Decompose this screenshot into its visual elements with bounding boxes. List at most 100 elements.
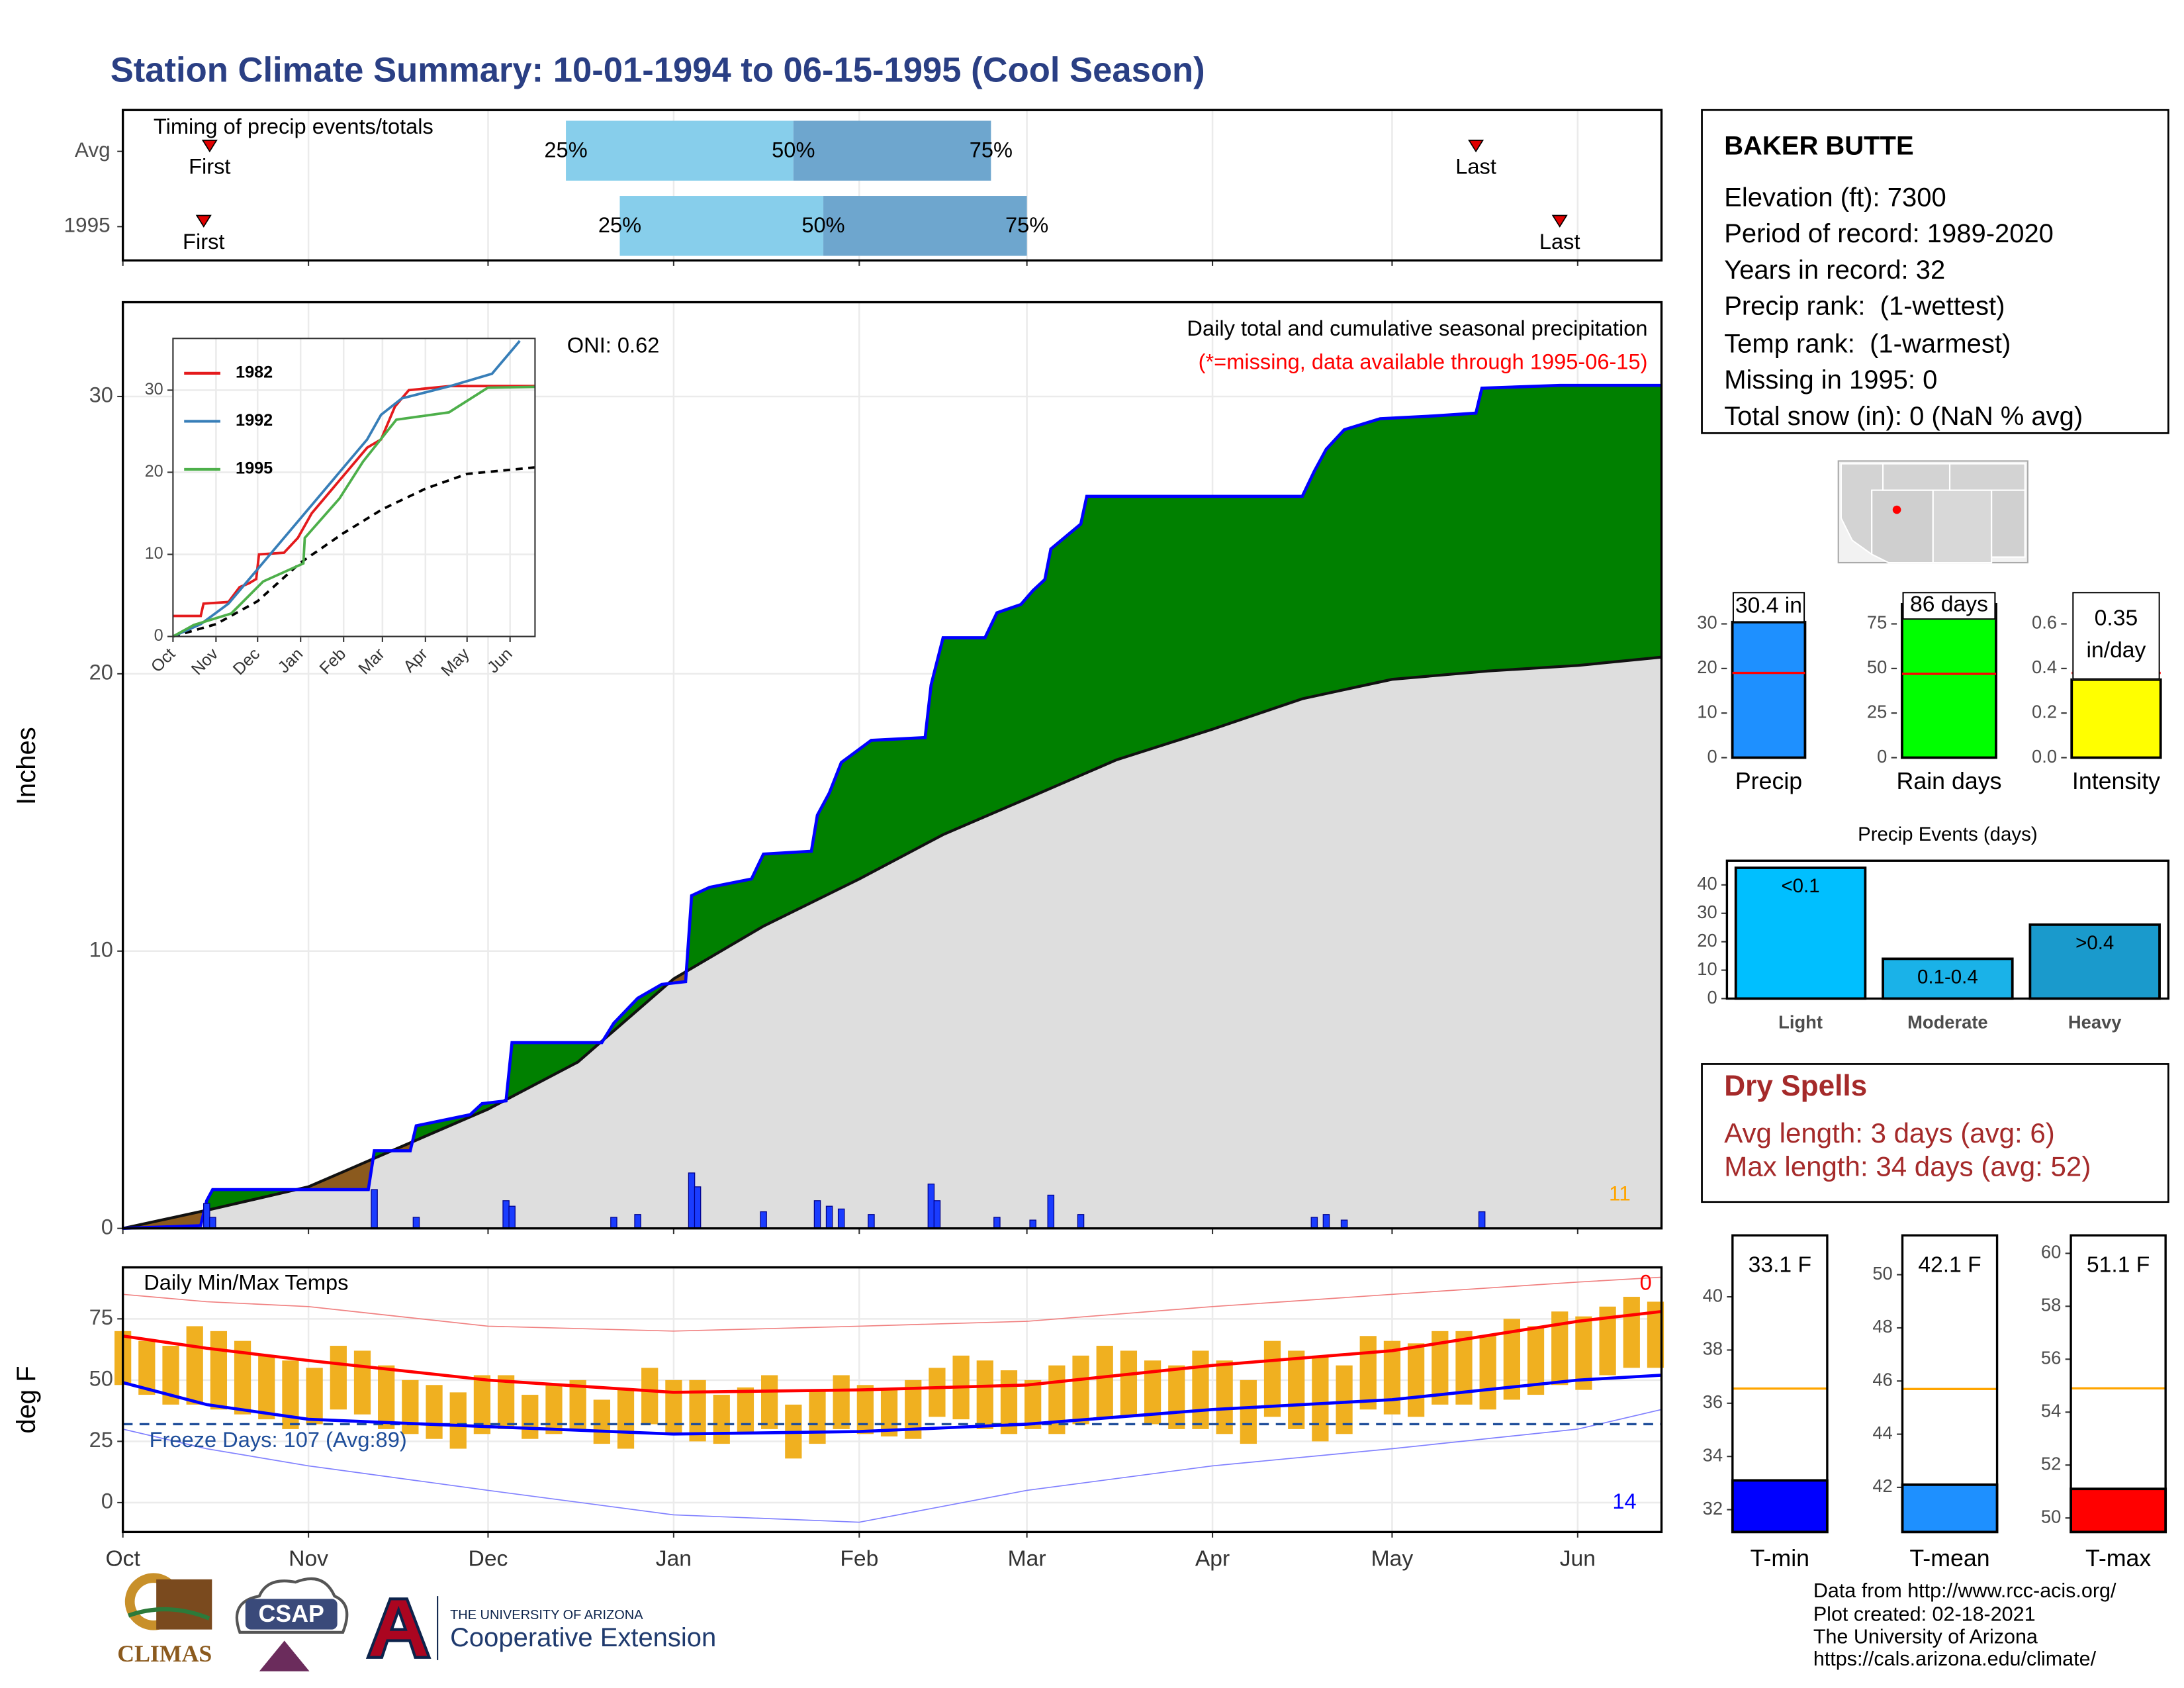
daily-temp-bar: [545, 1385, 563, 1434]
y-tick-label: 0: [154, 626, 163, 645]
y-tick-label: 32: [1703, 1498, 1723, 1519]
plot-border: [121, 301, 1663, 1230]
daily-temp-bar: [186, 1326, 203, 1405]
daily-temp-bar: [1336, 1365, 1353, 1434]
y-tick-label: 54: [2041, 1400, 2061, 1421]
daily-precip-bar: [825, 1205, 833, 1229]
y-tick-label: 0: [1877, 746, 1887, 767]
y-tick-label: 75: [89, 1305, 113, 1329]
low-count: 14: [1612, 1489, 1636, 1513]
quartile-bar: [823, 196, 1027, 256]
y-tick-label: 44: [1872, 1423, 1892, 1443]
record-high-line: [122, 1276, 1662, 1332]
bar: [1731, 620, 1807, 759]
daily-temp-bar: [306, 1368, 323, 1425]
daily-temp-bar: [1240, 1380, 1257, 1444]
station-name: BAKER BUTTE: [1724, 132, 1913, 161]
daily-precip-bar: [502, 1200, 510, 1229]
oni-label: ONI: 0.62: [567, 332, 660, 357]
plot-border: [1731, 1234, 1829, 1534]
y-tick-label: 38: [1703, 1338, 1723, 1359]
info-line: Temp rank: (1-warmest): [1724, 329, 2011, 358]
dry-spells-box: [1701, 1063, 2169, 1203]
y-tick-label: 60: [2041, 1242, 2061, 1262]
csap-logo: CSAP: [235, 1577, 349, 1671]
y-tick-label: 10: [89, 937, 113, 961]
daily-precip-bar: [694, 1186, 702, 1229]
daily-temp-bar: [1359, 1336, 1377, 1410]
y-tick-label: 30: [89, 383, 113, 407]
normal-min-line: [122, 1374, 1662, 1436]
daily-precip-bar: [1322, 1214, 1330, 1229]
daily-temp-bar: [593, 1399, 610, 1444]
footer-line: Plot created: 02-18-2021: [1813, 1603, 2036, 1626]
chart-subtitle: (*=missing, data available through 1995-…: [1199, 350, 1648, 374]
marker-label: Last: [1539, 229, 1580, 254]
category-label: Light: [1778, 1012, 1823, 1033]
daily-temp-bar: [689, 1380, 706, 1442]
daily-temp-bar: [1216, 1360, 1233, 1434]
quartile-bar: [793, 120, 991, 181]
x-tick-label: Apr: [1195, 1546, 1230, 1571]
value-label: 86 days: [1901, 592, 1996, 620]
count-label: 11: [1609, 1182, 1631, 1205]
bar: [1731, 1479, 1829, 1534]
y-tick-label: 10: [145, 544, 163, 563]
quantile-label: 25%: [544, 137, 587, 162]
event-marker: [1551, 214, 1568, 228]
observed-line: [122, 383, 1662, 1231]
logo-shape: [365, 1597, 432, 1659]
y-tick-label: 20: [145, 462, 163, 481]
map-state: [1871, 489, 1934, 564]
plot-border: [121, 109, 1663, 262]
daily-temp-bar: [569, 1380, 586, 1429]
daily-temp-bar: [976, 1360, 993, 1429]
category-label: T-min: [1751, 1545, 1809, 1571]
x-tick-label: Oct: [105, 1546, 140, 1571]
legend-label: 1982: [236, 363, 273, 382]
quartile-bar: [566, 120, 794, 181]
value-label-box: 86 days: [1901, 592, 1996, 620]
category-label: Precip: [1735, 768, 1802, 794]
chart-title: Timing of precip events/totals: [154, 114, 433, 138]
y-tick-label: 20: [89, 659, 113, 684]
y-tick-label: 0: [1707, 987, 1717, 1008]
daily-temp-bar: [1096, 1346, 1113, 1420]
y-tick-label: 25: [1867, 701, 1887, 722]
daily-temp-bar: [665, 1380, 682, 1434]
series-line: [172, 385, 535, 638]
daily-precip-bar: [927, 1184, 935, 1229]
y-tick-label: 0.0: [2032, 746, 2057, 767]
category-label: T-max: [2085, 1545, 2151, 1571]
bar: [2028, 923, 2161, 1000]
daily-precip-bar: [813, 1200, 821, 1229]
y-tick-label: 50: [2041, 1506, 2061, 1526]
logo-shape: [127, 1607, 210, 1620]
daily-temp-bar: [210, 1331, 228, 1410]
reference-line: [172, 466, 535, 638]
daily-precip-bar: [1029, 1219, 1036, 1229]
daily-temp-bar: [1408, 1343, 1425, 1417]
plot-border: [121, 1266, 1663, 1534]
value-label: 51.1 F: [2087, 1252, 2150, 1277]
marker-label: First: [183, 229, 224, 254]
category-label: Rain days: [1896, 768, 2001, 794]
station-dot: [1892, 505, 1901, 514]
daily-temp-bar: [1168, 1365, 1185, 1429]
bar: [1901, 1483, 1999, 1534]
y-tick-label: 48: [1872, 1316, 1892, 1336]
y-tick-label: 52: [2041, 1453, 2061, 1474]
quantile-label: 75%: [970, 137, 1013, 162]
event-marker: [201, 140, 218, 153]
category-label: Heavy: [2068, 1012, 2122, 1033]
bar-label: >0.4: [2075, 932, 2114, 954]
logo-shape: [156, 1579, 212, 1630]
y-tick-label: 0.2: [2032, 701, 2057, 722]
value-label: 0.35 in/day: [2071, 592, 2161, 680]
bar-label: 0.1-0.4: [1917, 966, 1978, 988]
x-tick-label: Mar: [1008, 1546, 1046, 1571]
y-tick-label: 30: [1697, 612, 1717, 633]
daily-temp-bar: [809, 1389, 826, 1444]
daily-precip-bar: [1478, 1211, 1486, 1229]
